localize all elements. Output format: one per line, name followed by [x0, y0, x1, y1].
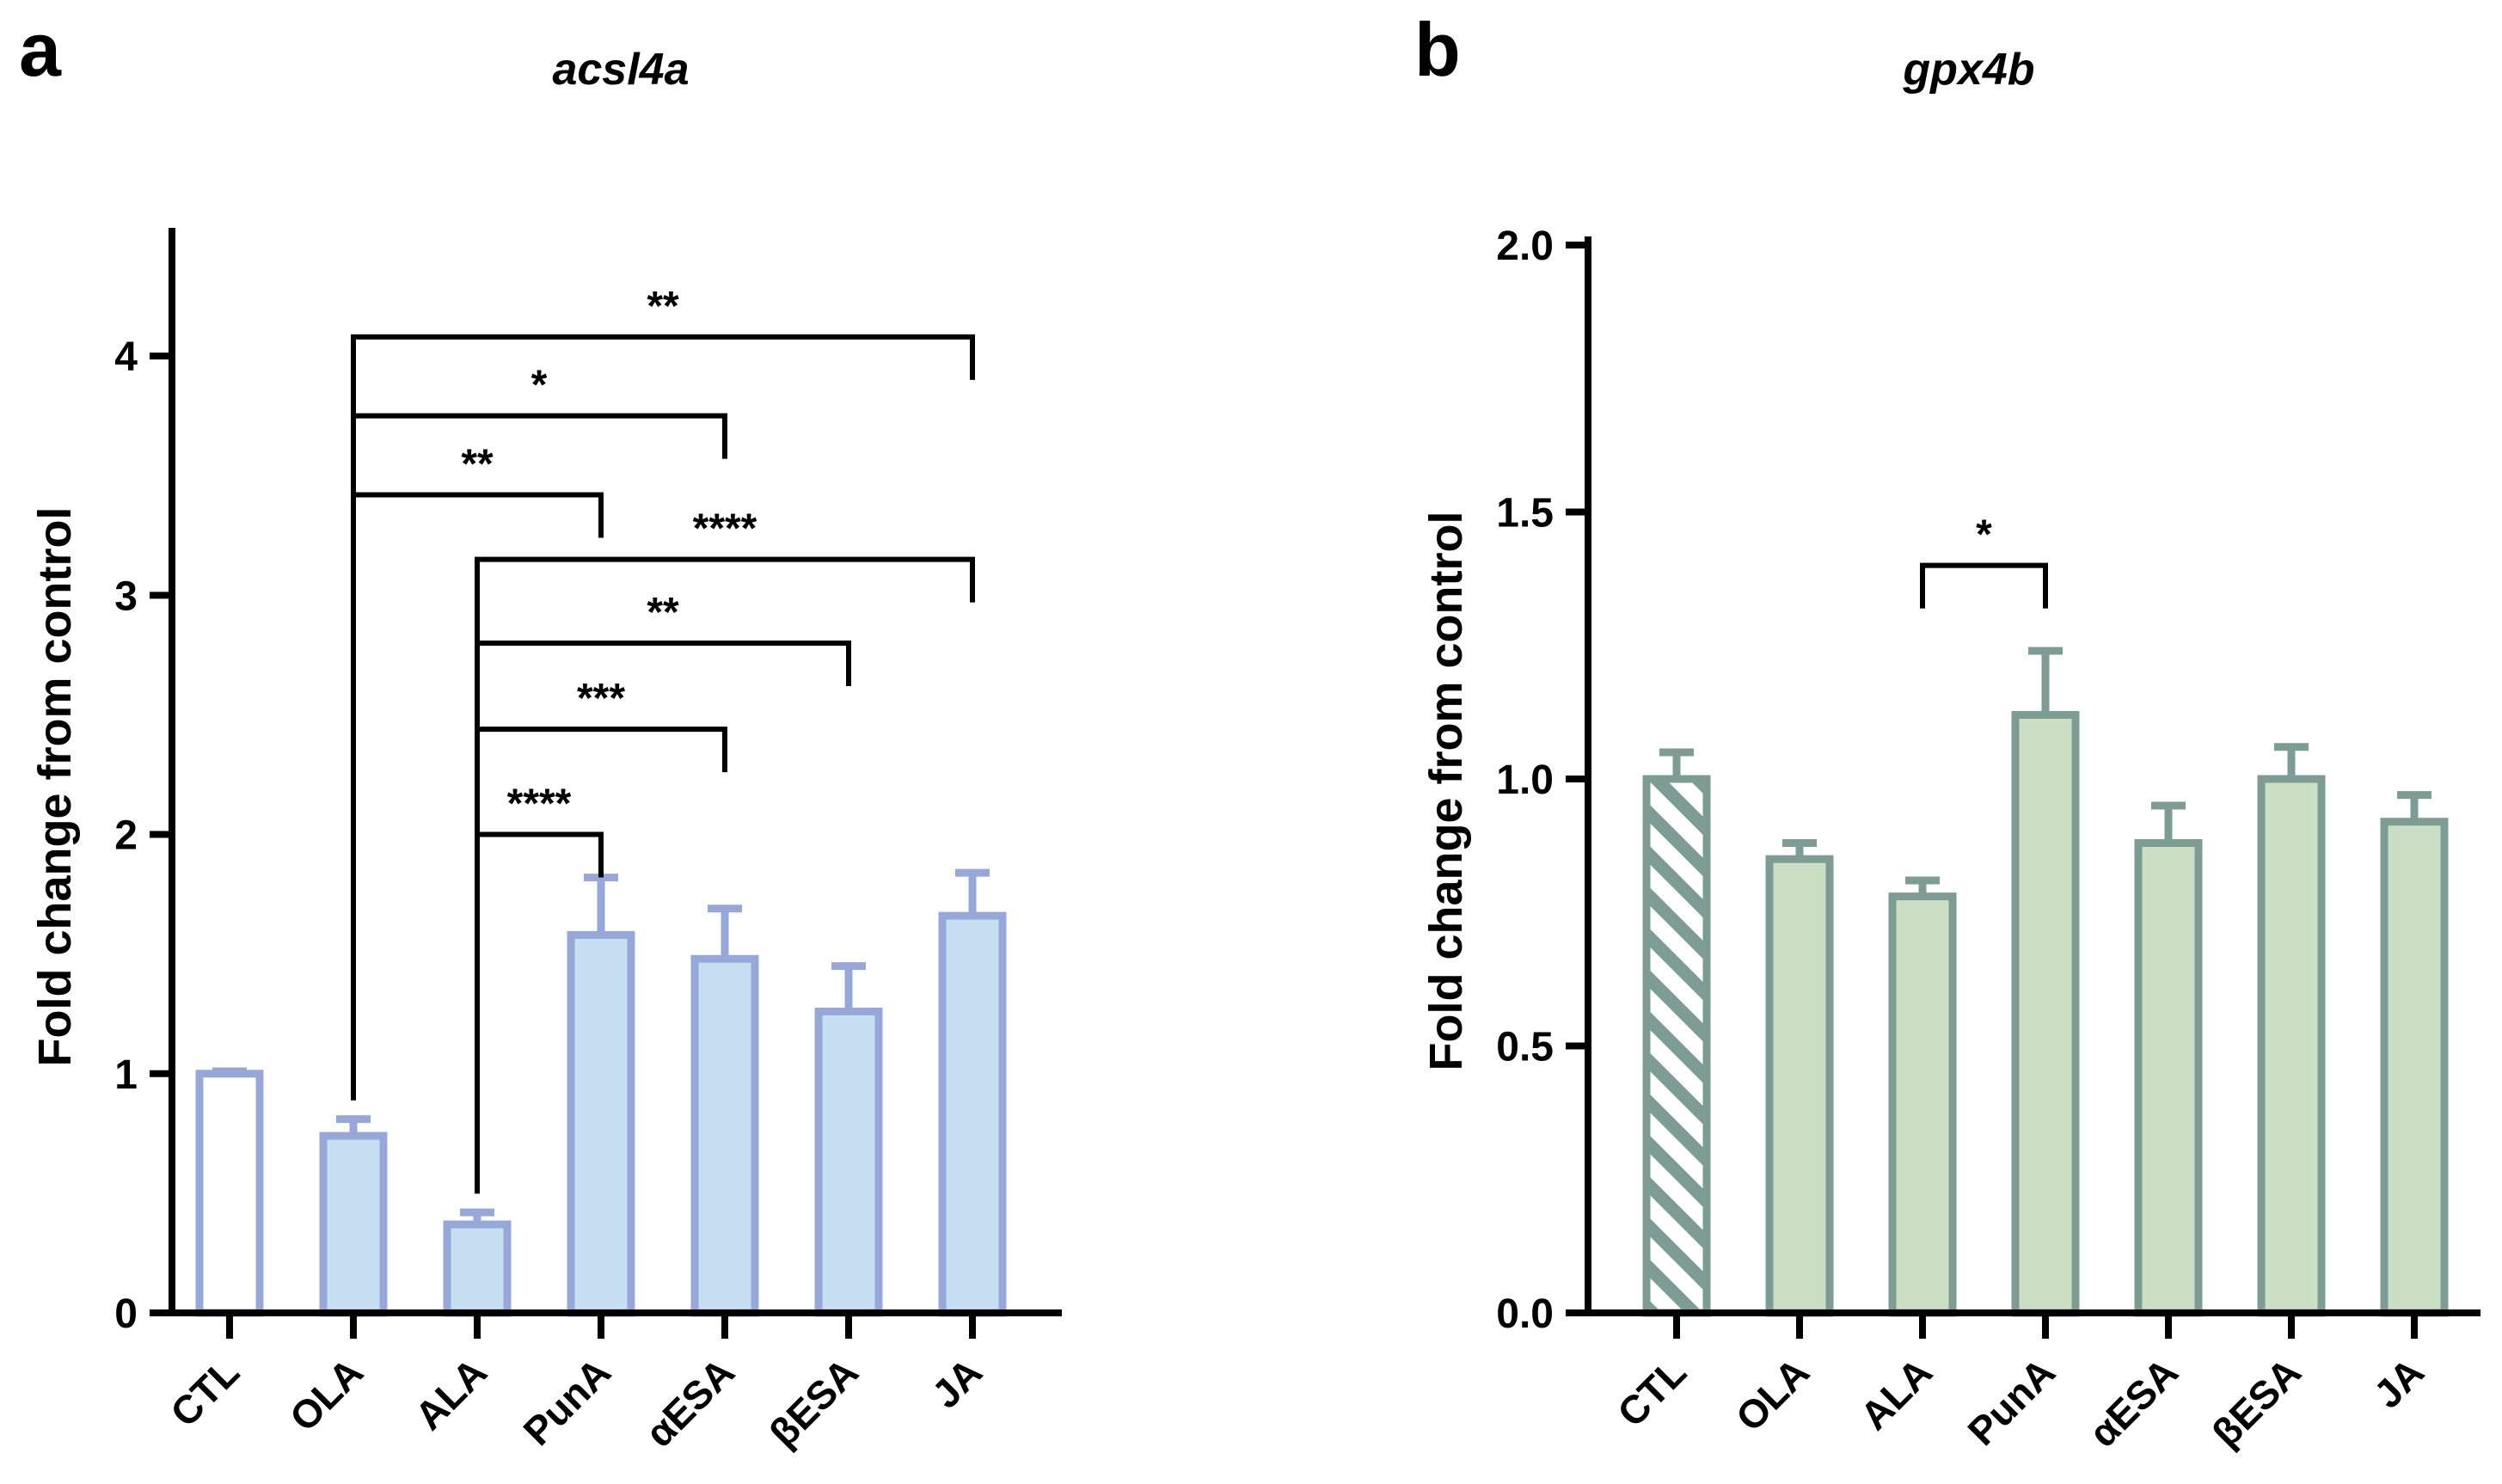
- bar-PunA: [2011, 710, 2080, 1317]
- significance-label: ***: [577, 676, 625, 721]
- bar-OLA: [319, 1131, 388, 1317]
- significance-label: ****: [693, 506, 757, 552]
- significance-bracket: [475, 640, 851, 1194]
- x-tick-label: αESA: [2080, 1349, 2186, 1456]
- y-tick-label: 4: [114, 334, 138, 380]
- panel-letter-b: b: [1414, 7, 1461, 92]
- significance-label: **: [647, 284, 679, 329]
- bar-αESA: [690, 954, 759, 1317]
- significance-label: **: [461, 441, 494, 487]
- bar-αESA: [2134, 839, 2203, 1317]
- bar-JA: [938, 911, 1007, 1317]
- x-tick-label: βESA: [761, 1349, 868, 1456]
- x-tick-label: CTL: [1609, 1349, 1695, 1435]
- x-tick-label: βESA: [2204, 1349, 2310, 1456]
- y-tick-label: 1.5: [1496, 491, 1554, 537]
- x-tick-label: PunA: [1959, 1349, 2064, 1454]
- x-tick-label: ALA: [406, 1349, 495, 1438]
- y-tick-label: 0.0: [1496, 1291, 1554, 1337]
- bar-OLA: [1765, 855, 1834, 1317]
- significance-bracket: [475, 831, 604, 1194]
- x-tick-label: αESA: [636, 1349, 743, 1456]
- bar-CTL: [1642, 775, 1711, 1317]
- significance-label: **: [647, 590, 679, 635]
- y-tick-label: 2.0: [1496, 224, 1554, 269]
- x-tick-label: OLA: [1727, 1349, 1818, 1439]
- significance-label: ****: [507, 782, 572, 827]
- y-tick-label: 1: [114, 1052, 138, 1098]
- significance-bracket: [1920, 562, 2048, 609]
- bar-ALA: [443, 1220, 512, 1317]
- x-tick-label: ALA: [1851, 1349, 1941, 1438]
- panel-letter-a: a: [19, 7, 62, 92]
- bar-JA: [2380, 818, 2449, 1317]
- x-tick-label: JA: [923, 1349, 990, 1416]
- significance-bracket: [351, 413, 727, 1101]
- bar-PunA: [567, 930, 635, 1317]
- y-tick-label: 3: [114, 573, 138, 619]
- significance-bracket: [351, 334, 975, 1101]
- x-tick-label: CTL: [162, 1349, 248, 1435]
- x-tick-label: JA: [2365, 1349, 2432, 1416]
- panel-b-gpx4b-chart: b gpx4b Fold change from control 0.0 0.5 1…: [1414, 7, 2481, 1456]
- significance-label: *: [1976, 512, 1992, 558]
- chart-title-b: gpx4b: [1902, 45, 2034, 95]
- x-tick-label: PunA: [514, 1349, 619, 1454]
- significance-bracket: [351, 492, 604, 1101]
- y-tick-label: 0.5: [1496, 1025, 1554, 1070]
- bar-CTL: [195, 1070, 264, 1317]
- x-tick-label: OLA: [281, 1349, 371, 1439]
- panel-a-acsl4a-chart: a acsl4a Fold change from control 0 1 2 3 4 C…: [19, 7, 1062, 1456]
- y-tick-label: 0: [114, 1291, 138, 1337]
- chart-title-a: acsl4a: [552, 45, 689, 95]
- y-axis-label-a: Fold change from control: [29, 506, 81, 1066]
- bar-βESA: [2257, 775, 2326, 1317]
- bar-ALA: [1888, 892, 1957, 1317]
- significance-label: *: [531, 363, 548, 408]
- bar-βESA: [814, 1007, 883, 1317]
- y-tick-label: 1.0: [1496, 757, 1554, 803]
- y-tick-label: 2: [114, 813, 138, 859]
- y-axis-label-b: Fold change from control: [1420, 511, 1472, 1070]
